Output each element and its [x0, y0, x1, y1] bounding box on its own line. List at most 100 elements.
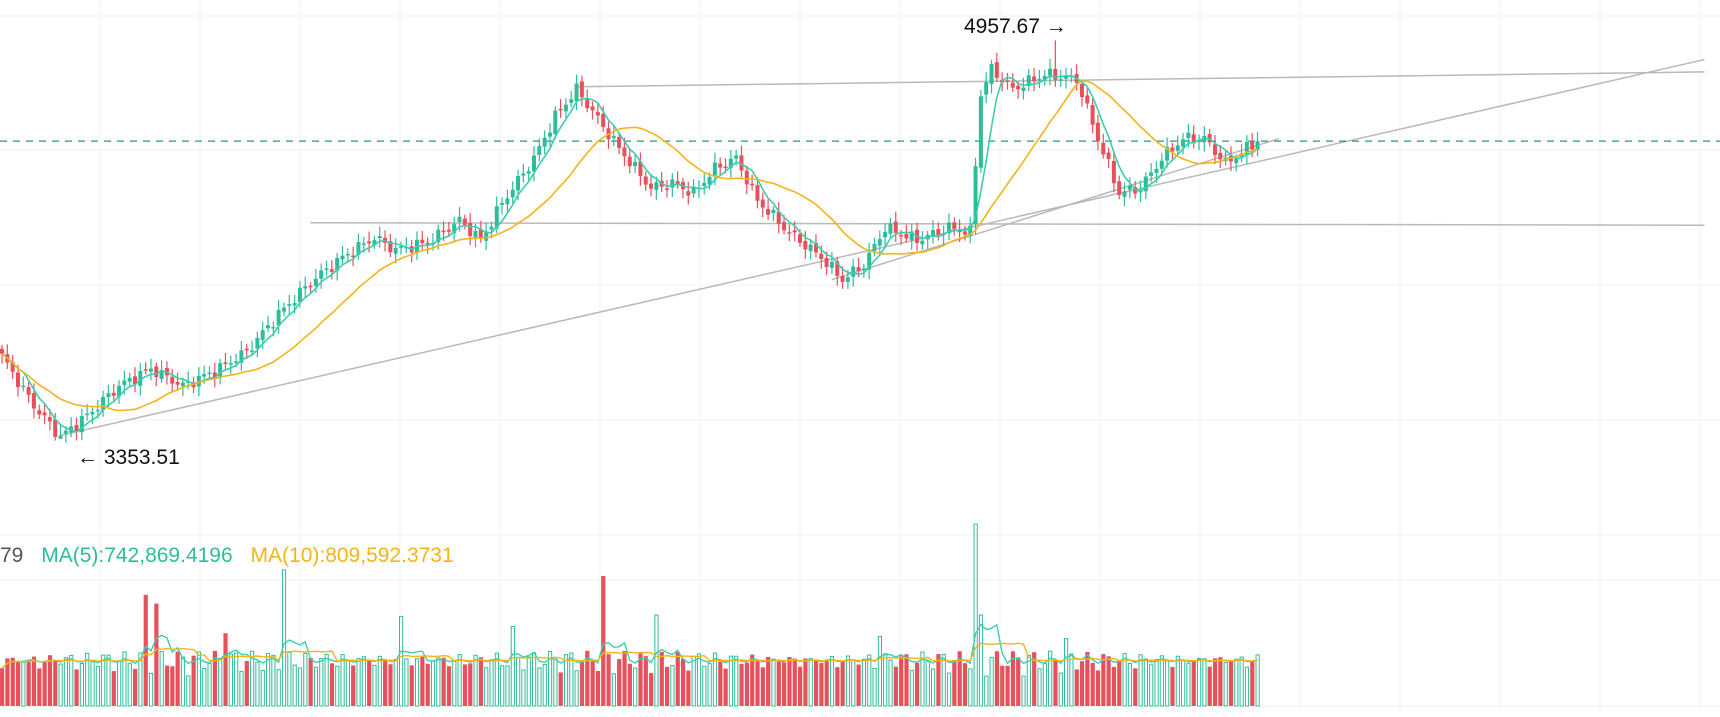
volume-bar-up: [393, 658, 398, 707]
volume-bar-down: [824, 659, 829, 706]
volume-bar-up: [532, 652, 537, 707]
volume-bar-down: [212, 650, 217, 706]
volume-bar-up: [707, 663, 712, 707]
candle-body: [670, 179, 675, 188]
candle-body: [638, 161, 643, 176]
candle-body: [324, 268, 329, 270]
candle-body: [1095, 122, 1100, 141]
volume-bar-down: [606, 654, 611, 706]
volume-bar-down: [915, 662, 920, 706]
volume-bar-up: [58, 663, 63, 707]
volume-bar-up: [218, 658, 223, 707]
volume-bar-up: [712, 652, 718, 707]
candle-body: [74, 424, 79, 431]
candle-body: [1021, 87, 1026, 92]
volume-bar-down: [776, 661, 781, 706]
candle-body: [617, 136, 622, 149]
volume-bar-up: [361, 656, 366, 707]
volume-bar-up: [340, 654, 345, 707]
volume-bar-down: [1010, 651, 1015, 706]
volume-bar-down: [26, 660, 31, 706]
volume-bar-up: [734, 655, 739, 707]
volume-bar-up: [250, 650, 255, 707]
candle-body: [1079, 84, 1084, 98]
volume-bar-up: [516, 657, 521, 707]
volume-bar-down: [1207, 666, 1212, 706]
volume-bar-up: [845, 655, 851, 707]
volume-bar-up: [505, 665, 510, 707]
candle-body: [946, 222, 951, 234]
volume-bar-up: [287, 651, 292, 707]
volume-bar-down: [739, 663, 744, 706]
volume-bar-up: [829, 655, 835, 707]
volume-bar-up: [696, 653, 702, 707]
candle-body: [154, 366, 159, 378]
candle-body: [1117, 181, 1122, 195]
volume-ma10-label: MA(10):809,592.3731: [250, 544, 454, 567]
volume-bar-up: [489, 659, 494, 707]
volume-bar-down: [638, 652, 643, 706]
candle-body: [627, 156, 632, 167]
candle-body: [712, 162, 717, 176]
candle-body: [585, 99, 590, 109]
volume-bar-down: [665, 666, 670, 706]
volume-bar-down: [643, 656, 648, 706]
volume-bar-up: [372, 664, 377, 707]
volume-bar-down: [53, 661, 58, 706]
volume-ma5-label: MA(5):742,869.4196: [41, 544, 233, 567]
candle-body: [388, 241, 393, 253]
candle-body: [1234, 158, 1239, 164]
volume-moving-averages: [1, 623, 1258, 669]
volume-bar-down: [750, 654, 755, 706]
volume-bar-up: [510, 626, 515, 707]
volume-bar-down: [952, 659, 957, 706]
volume-bar-up: [404, 658, 409, 707]
volume-bar-up: [117, 660, 122, 707]
volume-bar-up: [313, 666, 319, 707]
volume-bar-up: [872, 667, 877, 707]
candle-body: [473, 230, 478, 239]
volume-bar-up: [484, 667, 489, 707]
candle-body: [101, 397, 106, 411]
candle-body: [329, 269, 334, 272]
ma-fast-line: [1, 74, 1258, 434]
volume-bar-down: [585, 650, 590, 706]
volume-bars: [0, 523, 1260, 707]
candle-body: [457, 216, 462, 223]
ma-slow-line: [1, 80, 1258, 412]
volume-bar-down: [170, 666, 175, 706]
volume-bar-down: [31, 656, 37, 706]
candle-body: [569, 99, 574, 103]
candle-body: [1250, 141, 1255, 150]
candle-body: [936, 229, 941, 235]
volume-bar-down: [1101, 654, 1106, 706]
volume-bar-down: [595, 671, 601, 706]
candle-body: [516, 175, 521, 191]
candle-body: [579, 81, 584, 98]
candle-body: [1111, 160, 1116, 184]
volume-bar-down: [1117, 659, 1122, 706]
candle-body: [1085, 95, 1090, 104]
candle-body: [138, 370, 143, 386]
volume-bar-up: [1122, 653, 1127, 707]
candle-body: [707, 176, 712, 185]
volume-bar-up: [611, 673, 616, 707]
trendline: [310, 221, 1705, 226]
trendline: [576, 71, 1705, 88]
candle-body: [239, 350, 244, 363]
volume-bar-up: [547, 651, 553, 707]
volume-bar-down: [813, 660, 819, 706]
candle-body: [446, 229, 451, 232]
volume-bar-up: [984, 675, 989, 707]
candle-body: [31, 393, 36, 409]
volume-bar-up: [1064, 638, 1069, 707]
candle-body: [255, 337, 260, 349]
volume-bar-down: [819, 663, 824, 706]
candle-body: [994, 62, 999, 78]
low-annotation: ← 3353.51: [77, 446, 180, 469]
volume-bar-up: [1186, 662, 1191, 707]
candle-body: [133, 376, 137, 385]
volume-bar-down: [111, 671, 116, 706]
candle-body: [872, 243, 877, 252]
candle-body: [808, 244, 813, 252]
